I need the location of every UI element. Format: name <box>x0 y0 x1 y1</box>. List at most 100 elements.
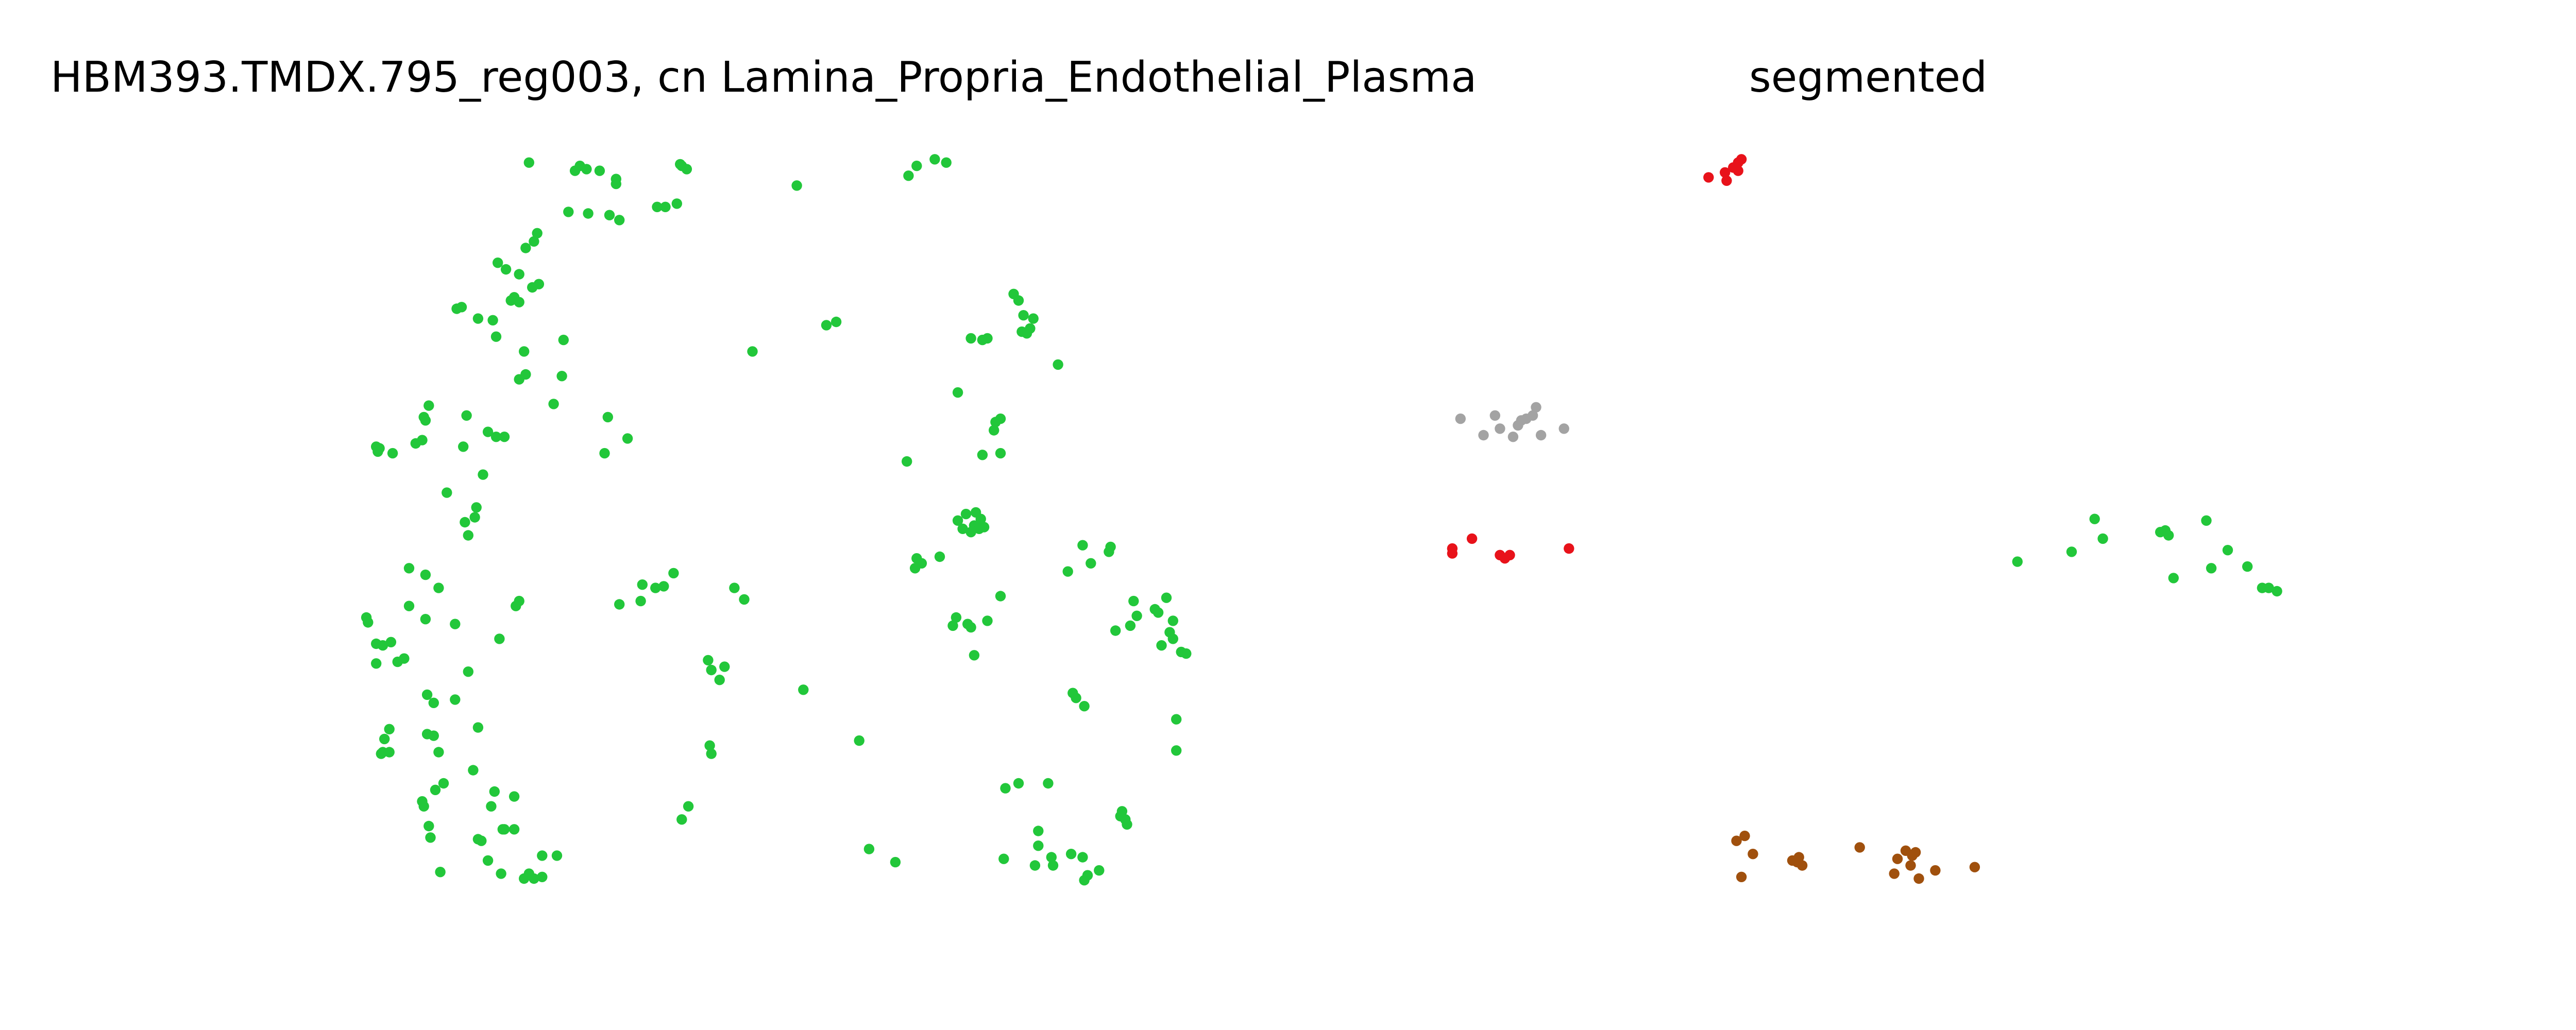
scatter-point-p0-s0-131 <box>1104 546 1114 557</box>
scatter-point-p1-s0-9 <box>1466 533 1478 544</box>
scatter-point-p0-s0-18 <box>614 215 625 226</box>
scatter-point-p0-s0-132 <box>951 612 962 623</box>
scatter-point-p0-s0-109 <box>377 640 388 651</box>
scatter-point-p1-s0-12 <box>1504 550 1515 561</box>
scatter-point-p0-s0-104 <box>403 600 415 611</box>
scatter-point-p0-s0-83 <box>478 469 488 480</box>
scatter-point-p0-s0-171 <box>719 661 730 672</box>
scatter-point-p1-s1-8 <box>1527 410 1538 421</box>
scatter-point-p0-s0-126 <box>995 591 1006 602</box>
scatter-point-p0-s0-192 <box>683 801 694 812</box>
scatter-point-p0-s0-74 <box>622 433 633 444</box>
scatter-point-p0-s0-65 <box>417 435 428 445</box>
scatter-point-p0-s0-16 <box>583 208 594 219</box>
scatter-point-p0-s0-150 <box>1181 648 1192 659</box>
scatter-point-p0-s0-9 <box>675 159 686 170</box>
scatter-point-p0-s0-205 <box>1029 860 1041 871</box>
scatter-point-p0-s0-3 <box>581 164 592 175</box>
scatter-point-p0-s0-181 <box>854 735 865 746</box>
scatter-point-p0-s0-163 <box>384 747 395 758</box>
scatter-point-p0-s0-88 <box>952 515 963 526</box>
scatter-point-p1-s3-1 <box>1739 830 1750 842</box>
scatter-point-p0-s0-137 <box>969 650 980 661</box>
scatter-point-p0-s0-60 <box>482 426 494 437</box>
scatter-point-p0-s0-217 <box>537 871 548 883</box>
scatter-point-p0-s0-73 <box>599 448 610 459</box>
scatter-point-p0-s0-151 <box>463 666 473 677</box>
scatter-point-p1-s0-8 <box>1447 548 1458 559</box>
scatter-point-p0-s0-103 <box>363 617 374 628</box>
scatter-point-p0-s0-178 <box>1171 745 1182 756</box>
scatter-point-p1-s1-10 <box>1535 430 1547 441</box>
scatter-point-p1-s3-13 <box>1905 860 1916 871</box>
scatter-point-p0-s0-152 <box>421 689 433 700</box>
scatter-point-p0-s0-160 <box>379 733 390 745</box>
scatter-point-p0-s0-98 <box>420 569 431 580</box>
scatter-point-p0-s0-68 <box>387 448 398 459</box>
scatter-point-p0-s0-36 <box>487 315 498 325</box>
scatter-point-p0-s0-119 <box>614 599 625 610</box>
scatter-point-p0-s0-186 <box>425 832 436 843</box>
scatter-point-p1-s1-0 <box>1455 413 1466 424</box>
scatter-point-p0-s0-71 <box>556 371 567 382</box>
scatter-point-p0-s0-97 <box>403 563 415 574</box>
scatter-point-p0-s0-164 <box>468 765 479 776</box>
scatter-point-p1-s3-9 <box>1892 853 1903 864</box>
scatter-point-p0-s0-54 <box>982 333 993 344</box>
scatter-point-p0-s0-139 <box>1131 610 1142 622</box>
scatter-point-p0-s0-166 <box>430 784 441 796</box>
scatter-point-p0-s0-44 <box>831 316 842 328</box>
scatter-point-p0-s0-91 <box>975 513 986 524</box>
scatter-point-p0-s0-196 <box>1043 778 1054 789</box>
scatter-point-p0-s0-114 <box>637 579 648 590</box>
scatter-point-p0-s0-124 <box>916 558 927 569</box>
scatter-point-p0-s0-121 <box>739 594 750 605</box>
scatter-point-p1-s1-1 <box>1478 430 1489 441</box>
scatter-point-p1-s0-2 <box>1721 175 1732 186</box>
scatter-point-p1-s2-3 <box>2097 533 2108 544</box>
scatter-point-p0-s0-96 <box>974 523 985 534</box>
scatter-point-p0-s0-47 <box>1018 310 1029 321</box>
scatter-point-p0-s0-21 <box>671 198 683 209</box>
scatter-point-p0-s0-201 <box>1033 826 1044 836</box>
scatter-point-p0-s0-173 <box>798 684 809 695</box>
scatter-point-p0-s0-80 <box>995 448 1006 459</box>
scatter-point-p0-s0-25 <box>493 258 503 268</box>
scatter-point-p0-s0-41 <box>514 374 524 385</box>
scatter-point-p0-s0-78 <box>989 425 999 436</box>
scatter-point-p0-s0-214 <box>435 867 446 878</box>
scatter-point-p0-s0-116 <box>658 581 669 592</box>
scatter-point-p1-s2-13 <box>2263 582 2274 593</box>
scatter-point-p0-s0-10 <box>791 180 802 191</box>
scatter-point-p0-s0-211 <box>998 853 1009 864</box>
scatter-point-p1-s3-12 <box>1910 847 1921 858</box>
scatter-point-p0-s0-31 <box>514 297 524 307</box>
scatter-point-p0-s0-154 <box>450 694 461 705</box>
scatter-point-p1-s3-8 <box>1854 842 1865 853</box>
scatter-point-p0-s0-148 <box>1156 640 1167 651</box>
scatter-point-p0-s0-202 <box>1033 840 1044 851</box>
scatter-point-p0-s0-182 <box>489 786 500 797</box>
scatter-point-p0-s0-193 <box>676 814 687 825</box>
scatter-point-p1-s3-0 <box>1731 835 1742 846</box>
scatter-point-p0-s0-220 <box>551 850 563 861</box>
scatter-point-p0-s0-75 <box>952 387 963 398</box>
scatter-point-p0-s0-48 <box>1028 313 1039 324</box>
scatter-point-p1-s2-2 <box>2089 513 2100 524</box>
scatter-point-p0-s0-110 <box>385 637 397 648</box>
scatter-point-p0-s0-11 <box>903 170 914 181</box>
scatter-point-p1-s3-3 <box>1736 871 1747 883</box>
scatter-point-p1-s2-0 <box>2012 556 2023 567</box>
scatter-point-p0-s0-99 <box>433 582 444 593</box>
scatter-point-p0-s0-107 <box>494 633 505 644</box>
scatter-point-p0-s0-101 <box>511 600 521 611</box>
scatter-point-p0-s0-133 <box>947 620 958 631</box>
scatter-point-p0-s0-59 <box>461 410 472 421</box>
scatter-point-p0-s0-172 <box>714 675 725 685</box>
scatter-point-p0-s0-56 <box>423 400 434 411</box>
scatter-point-p0-s0-142 <box>1161 592 1172 603</box>
scatter-point-p0-s0-188 <box>476 835 487 846</box>
scatter-point-p1-s1-9 <box>1531 402 1541 413</box>
scatter-point-p0-s0-194 <box>1000 783 1011 794</box>
scatter-point-p0-s0-0 <box>523 157 534 168</box>
